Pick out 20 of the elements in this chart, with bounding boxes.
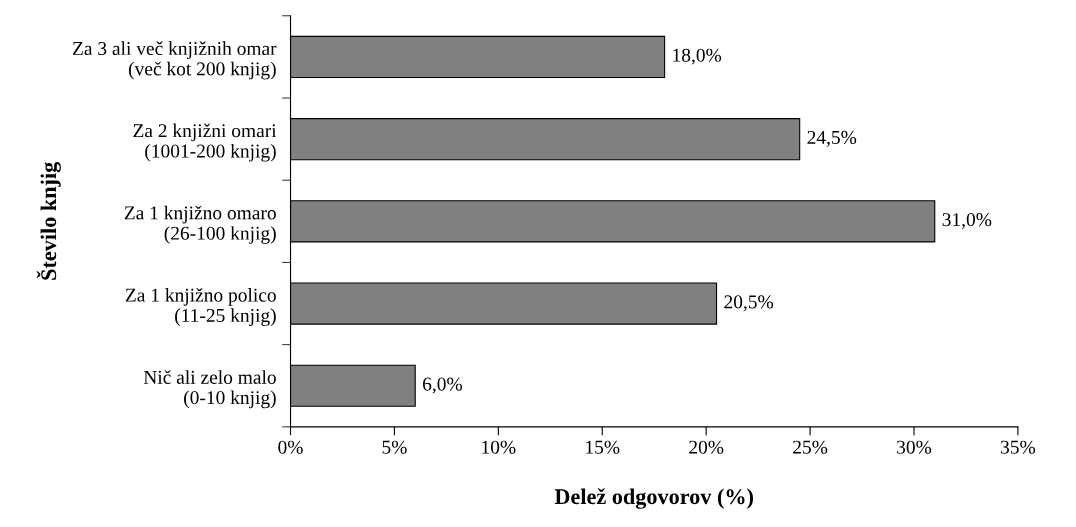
x-axis-title: Delež odgovorov (%) [554,488,754,509]
x-tick-label: 35% [1001,440,1036,454]
x-tick-label: 20% [689,440,724,454]
x-tick-label: 0% [278,440,303,454]
x-tick-label: 5% [382,440,407,454]
y-axis-title: Število knjig [36,161,61,280]
y-tick-label: Za 1 knjižno omaro (26-100 knjig) [124,205,276,244]
y-tick-label: Nič ali zelo malo (0-10 knjig) [143,370,276,409]
y-tick-label: Za 2 knjižni omari (1001-200 knjig) [133,123,277,162]
data-label: 18,0% [673,48,722,65]
y-tick-label: Za 3 ali več knjižnih omar (več kot 200 knjig) [72,41,277,80]
data-label: 20,5% [724,295,774,312]
data-label: 24,5% [807,130,857,147]
data-label: 6,0% [422,377,462,394]
x-tick-label: 30% [897,440,932,454]
x-tick-label: 15% [586,440,620,454]
y-tick-label: Za 1 knjižno polico (11-25 knjig) [125,287,276,327]
x-tick-label: 25% [793,440,828,454]
x-tick-label: 10% [482,440,516,454]
data-label: 31,0% [942,213,992,230]
